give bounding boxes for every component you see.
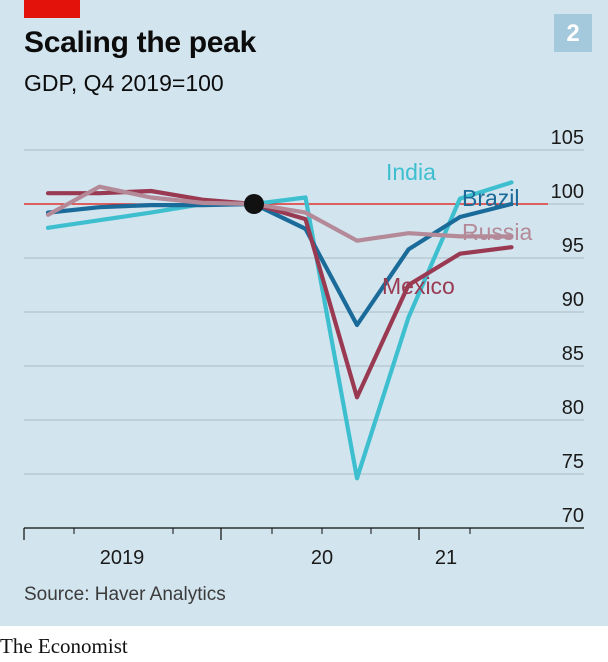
- x-tick-label-2019: 2019: [100, 547, 145, 569]
- y-tick-label-75: 75: [562, 451, 584, 473]
- series-lines: [45, 180, 514, 481]
- series-line-russia: [45, 184, 514, 243]
- x-tick-label-21: 21: [435, 547, 457, 569]
- chart-number-badge: 2: [554, 14, 592, 52]
- y-tick-label-80: 80: [562, 397, 584, 419]
- series-line-india: [45, 180, 514, 481]
- x-tick-label-20: 20: [311, 547, 333, 569]
- series-label-india: India: [386, 159, 436, 185]
- y-tick-labels: 105 100 95 90 85 80 75 70: [551, 127, 584, 527]
- y-tick-label-100: 100: [551, 181, 584, 203]
- highlight-point-q4-2019: [244, 194, 264, 214]
- y-tick-label-85: 85: [562, 343, 584, 365]
- chart-title: Scaling the peak: [24, 26, 256, 59]
- chart-subtitle: GDP, Q4 2019=100: [24, 70, 224, 96]
- series-label-russia: Russia: [462, 219, 533, 245]
- source-note: Source: Haver Analytics: [24, 584, 226, 605]
- y-tick-label-95: 95: [562, 235, 584, 257]
- line-chart: 105 100 95 90 85 80 75 70 2019 20 21 India Brazil R…: [23, 127, 584, 569]
- y-tick-label-70: 70: [562, 505, 584, 527]
- y-tick-label-90: 90: [562, 289, 584, 311]
- brand-red-tag: [24, 0, 80, 18]
- economist-logo-text: The Economist: [0, 634, 128, 658]
- highlight-point-layer: [244, 194, 264, 214]
- series-label-brazil: Brazil: [462, 185, 520, 211]
- y-tick-label-105: 105: [551, 127, 584, 149]
- series-label-mexico: Mexico: [382, 273, 455, 299]
- chart-panel: [0, 0, 608, 626]
- series-labels: India Brazil Russia Mexico: [382, 159, 533, 299]
- x-axis: 2019 20 21: [23, 527, 584, 569]
